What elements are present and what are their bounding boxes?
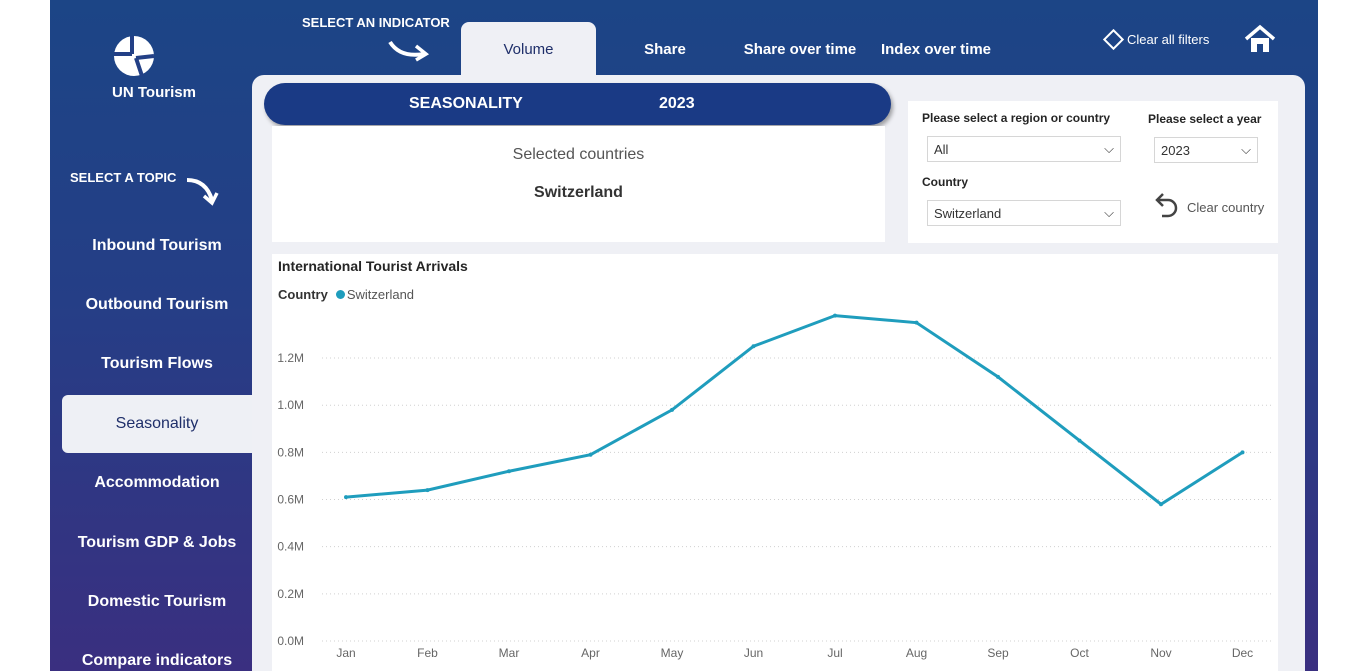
chevron-down-icon: ⌵ <box>1104 205 1114 220</box>
x-tick-label: Mar <box>499 646 520 660</box>
eraser-icon <box>1102 28 1125 51</box>
legend-marker <box>335 290 345 299</box>
x-tick-label: Jun <box>744 646 763 660</box>
data-point[interactable] <box>507 469 511 474</box>
x-tick-label: Dec <box>1232 646 1253 660</box>
clear-country-button[interactable]: Clear country <box>1148 191 1264 223</box>
year-dropdown[interactable]: 2023 ⌵ <box>1154 137 1258 163</box>
selected-countries-heading: Selected countries <box>512 146 645 163</box>
data-point[interactable] <box>1077 438 1082 443</box>
x-tick-label: May <box>661 646 684 660</box>
sidebar-item-outbound-tourism[interactable]: Outbound Tourism <box>85 296 229 313</box>
year-value: 2023 <box>1161 142 1190 158</box>
line-chart: 0.0M 0.2M 0.4M 0.6M 0.8M 1.0M 1.2M Jan Feb Mar Apr… <box>277 313 1272 660</box>
brand-name: UN Tourism <box>112 84 196 101</box>
data-point[interactable] <box>588 452 593 457</box>
un-tourism-logo <box>114 36 155 77</box>
region-value: All <box>934 141 949 157</box>
region-label: Please select a region or country <box>922 111 1111 125</box>
country-dropdown[interactable]: Switzerland ⌵ <box>927 200 1121 226</box>
chart-legend: Country Switzerland <box>278 287 414 302</box>
country-label: Country <box>922 175 968 189</box>
chevron-down-icon: ⌵ <box>1241 142 1251 157</box>
sidebar-item-accommodation[interactable]: Accommodation <box>94 474 220 491</box>
sidebar-item-tourism-flows[interactable]: Tourism Flows <box>101 355 213 372</box>
chevron-down-icon: ⌵ <box>1104 141 1114 156</box>
tab-share-over-time[interactable]: Share over time <box>743 40 857 58</box>
y-tick-label: 0.0M <box>277 634 304 648</box>
x-tick-label: Nov <box>1150 646 1171 660</box>
x-tick-label: Apr <box>581 646 600 660</box>
dashboard: UN Tourism SELECT AN INDICATOR SELECT A … <box>50 0 1318 671</box>
data-point[interactable] <box>1159 502 1163 507</box>
data-point[interactable] <box>751 344 756 349</box>
arrivals-chart-card: International Tourist Arrivals Country S… <box>272 254 1278 671</box>
x-tick-label: Jul <box>827 646 842 660</box>
chart-title: International Tourist Arrivals <box>278 258 468 274</box>
home-icon[interactable] <box>1243 24 1277 54</box>
curved-arrow-icon <box>186 178 219 206</box>
filters-card: Please select a region or country All ⌵ P… <box>908 101 1278 243</box>
undo-icon <box>1155 193 1178 218</box>
x-tick-label: Aug <box>906 646 927 660</box>
series-line-switzerland[interactable] <box>345 314 1244 507</box>
data-point[interactable] <box>425 488 430 493</box>
select-indicator-label: SELECT AN INDICATOR <box>302 15 450 30</box>
region-dropdown[interactable]: All ⌵ <box>927 136 1121 162</box>
x-tick-label: Feb <box>417 646 438 660</box>
select-topic-label: SELECT A TOPIC <box>70 170 177 185</box>
seasonality-banner: SEASONALITY 2023 <box>264 83 891 125</box>
selected-country-value: Switzerland <box>534 184 623 201</box>
banner-year: 2023 <box>659 95 695 112</box>
y-tick-label: 0.8M <box>277 445 304 459</box>
tab-volume[interactable]: Volume <box>461 22 596 76</box>
y-tick-label: 0.4M <box>277 540 304 554</box>
clear-all-filters-button[interactable]: Clear all filters <box>1102 28 1210 51</box>
sidebar-item-seasonality[interactable]: Seasonality <box>62 395 252 453</box>
year-label: Please select a year <box>1148 112 1262 126</box>
data-point[interactable] <box>670 407 674 412</box>
banner-title: SEASONALITY <box>409 95 523 112</box>
sidebar-item-tourism-gdp-jobs[interactable]: Tourism GDP & Jobs <box>77 534 237 551</box>
y-tick-label: 0.2M <box>277 587 304 601</box>
data-point[interactable] <box>344 495 348 500</box>
data-point[interactable] <box>996 374 1000 379</box>
tab-index-over-time[interactable]: Index over time <box>880 40 992 58</box>
curved-arrow-icon <box>388 40 430 62</box>
sidebar-item-compare-indicators[interactable]: Compare indicators <box>81 652 233 669</box>
clear-country-label: Clear country <box>1187 199 1265 215</box>
tab-share[interactable]: Share <box>644 40 686 58</box>
data-point[interactable] <box>1240 450 1245 455</box>
country-value: Switzerland <box>934 205 1002 221</box>
selected-countries-card: Selected countries Switzerland <box>272 126 885 242</box>
data-point[interactable] <box>833 313 837 318</box>
sidebar-item-inbound-tourism[interactable]: Inbound Tourism <box>92 237 222 254</box>
legend-title: Country <box>278 287 328 302</box>
y-tick-label: 0.6M <box>277 493 304 507</box>
x-tick-label: Jan <box>336 646 355 660</box>
sidebar-item-domestic-tourism[interactable]: Domestic Tourism <box>87 593 227 610</box>
legend-item-switzerland[interactable]: Switzerland <box>346 287 415 302</box>
clear-all-filters-label: Clear all filters <box>1127 32 1210 47</box>
y-tick-label: 1.0M <box>277 398 304 412</box>
x-tick-label: Sep <box>987 646 1009 660</box>
x-tick-label: Oct <box>1070 646 1089 660</box>
data-point[interactable] <box>914 320 919 325</box>
y-tick-label: 1.2M <box>277 351 304 365</box>
